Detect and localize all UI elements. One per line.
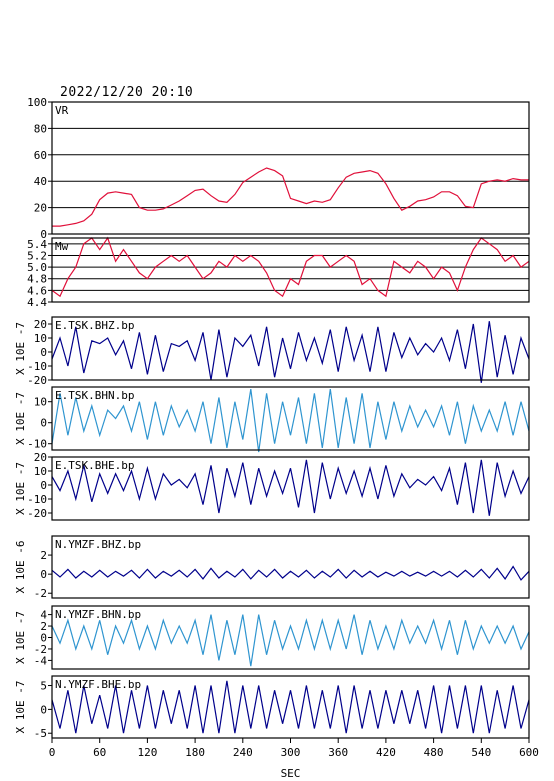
- series-line: [52, 167, 529, 227]
- series-line: [51, 459, 530, 516]
- panel-label: E.TSK.BHE.bp: [55, 459, 134, 472]
- panel-label: VR: [55, 104, 69, 117]
- y-tick-label-5: 5.4: [27, 238, 47, 251]
- panel-frame: [51, 605, 530, 670]
- series-line: [51, 389, 530, 453]
- y-tick-label-4: 4: [40, 609, 47, 622]
- panel-label: N.YMZF.BHZ.bp: [55, 538, 141, 551]
- y-axis-label: X 10E -7: [14, 681, 27, 734]
- panel-frame: [51, 456, 530, 521]
- y-tick-label-3: 10: [34, 465, 47, 478]
- y-tick-label-0: -2: [34, 587, 47, 600]
- x-tick-label-7: 420: [376, 746, 396, 759]
- y-axis-label: X 10E -6: [14, 541, 27, 594]
- y-axis-label: X 10E -7: [14, 462, 27, 515]
- panel-5: -2 0 2 X 10E -6 N.YMZF.BHZ.bp: [14, 535, 530, 600]
- series-line: [51, 614, 530, 667]
- x-tick-label-10: 600: [519, 746, 539, 759]
- x-tick-label-9: 540: [471, 746, 491, 759]
- y-tick-label-3: 2: [40, 620, 47, 633]
- panel-label: N.YMZF.BHE.bp: [55, 678, 141, 691]
- panel-frame: [51, 386, 530, 451]
- y-tick-label-2: 40: [34, 175, 47, 188]
- y-tick-label-2: 10: [34, 396, 47, 409]
- panel-label: E.TSK.BHN.bp: [55, 389, 134, 402]
- y-tick-label-4: 5.2: [27, 249, 47, 262]
- y-axis-label: X 10E -7: [14, 322, 27, 375]
- panel-7: -5 0 5 X 10E -7 N.YMZF.BHE.bp: [14, 675, 530, 740]
- y-tick-label-4: 80: [34, 122, 47, 135]
- y-tick-label-0: -20: [27, 374, 47, 387]
- y-axis-label: X 10E -7: [14, 392, 27, 445]
- panel-label: E.TSK.BHZ.bp: [55, 319, 134, 332]
- panel-frame: [51, 101, 530, 235]
- y-tick-label-1: -10: [27, 493, 47, 506]
- x-tick-label-2: 120: [137, 746, 157, 759]
- x-tick-label-4: 240: [233, 746, 253, 759]
- y-tick-label-2: 4.8: [27, 273, 47, 286]
- y-tick-label-1: 0: [40, 417, 47, 430]
- x-tick-label-1: 60: [93, 746, 106, 759]
- y-tick-label-1: 0: [40, 703, 47, 716]
- y-tick-label-4: 20: [34, 318, 47, 331]
- series-line: [51, 321, 530, 383]
- series-line: [51, 565, 530, 581]
- y-tick-label-0: -5: [34, 727, 47, 740]
- y-tick-label-2: 0: [40, 346, 47, 359]
- y-tick-label-2: 0: [40, 479, 47, 492]
- y-tick-label-0: 4.4: [27, 296, 47, 309]
- y-tick-label-2: 5: [40, 680, 47, 693]
- y-tick-label-2: 2: [40, 549, 47, 562]
- panel-0: 0 20 40 60 80 100 VR: [27, 96, 530, 241]
- panel-frame: [51, 237, 530, 303]
- y-tick-label-5: 100: [27, 96, 47, 109]
- y-tick-label-3: 5.0: [27, 261, 47, 274]
- datetime-header: 2022/12/20 20:10: [60, 85, 194, 100]
- y-tick-label-0: -10: [27, 438, 47, 451]
- series-line: [51, 680, 530, 734]
- y-tick-label-1: 4.6: [27, 284, 47, 297]
- y-tick-label-3: 10: [34, 332, 47, 345]
- series-line: [51, 236, 530, 298]
- x-axis: 0 60 120 180 240 300 360 420 480 540 600 SEC: [49, 738, 539, 780]
- x-tick-label-3: 180: [185, 746, 205, 759]
- x-tick-label-6: 360: [328, 746, 348, 759]
- y-tick-label-1: 20: [34, 202, 47, 215]
- panel-frame: [51, 535, 530, 599]
- y-tick-label-4: 20: [34, 451, 47, 464]
- y-tick-label-1: -2: [34, 643, 47, 656]
- y-tick-label-0: -20: [27, 507, 47, 520]
- x-tick-label-8: 480: [424, 746, 444, 759]
- y-tick-label-0: 0: [40, 228, 47, 241]
- panel-3: -10 0 10 X 10E -7 E.TSK.BHN.bp: [14, 386, 530, 453]
- y-axis-label: X 10E -7: [14, 611, 27, 664]
- panel-label: Mw: [55, 240, 69, 253]
- y-tick-label-3: 60: [34, 149, 47, 162]
- x-axis-label: SEC: [281, 767, 301, 780]
- y-tick-label-0: -4: [34, 654, 48, 667]
- y-tick-label-1: -10: [27, 360, 47, 373]
- y-tick-label-1: 0: [40, 568, 47, 581]
- panel-frame: [51, 316, 530, 381]
- panel-label: N.YMZF.BHN.bp: [55, 608, 141, 621]
- panel-1: 4.44.64.85.05.25.4 Mw: [27, 236, 530, 309]
- y-tick-label-2: 0: [40, 632, 47, 645]
- x-tick-label-5: 300: [281, 746, 301, 759]
- x-tick-label-0: 0: [49, 746, 56, 759]
